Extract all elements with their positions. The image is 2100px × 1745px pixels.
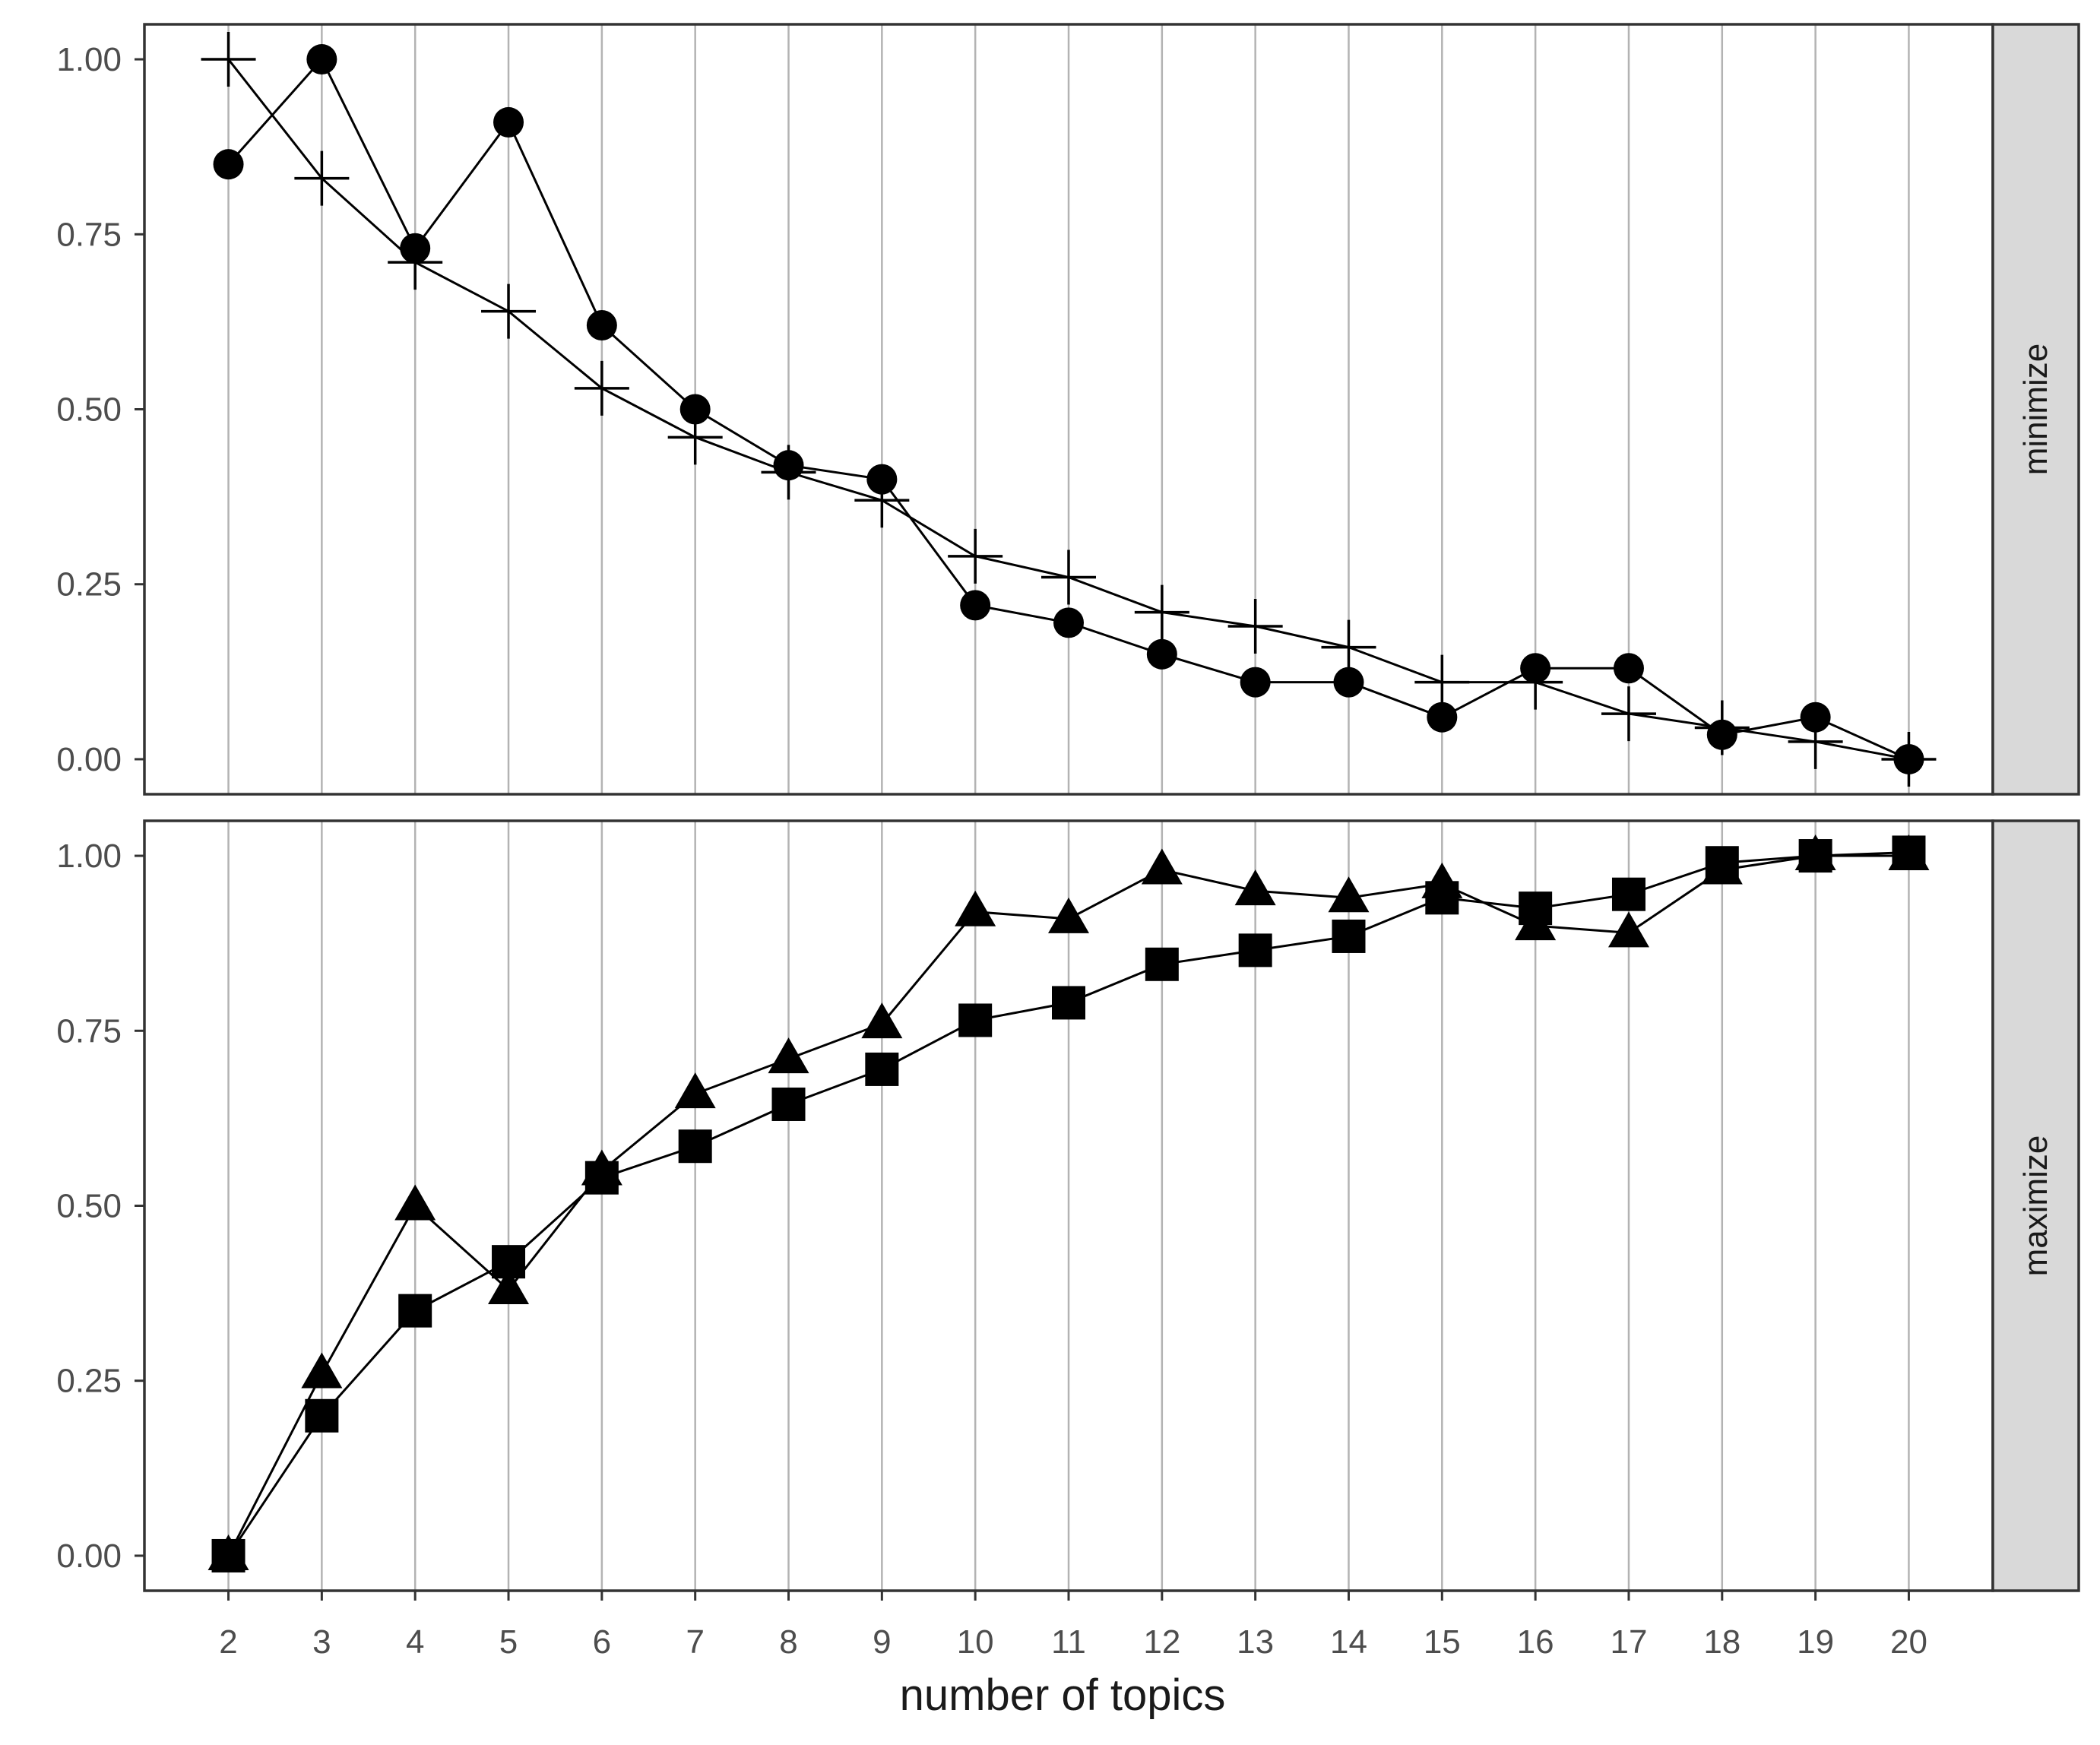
data-point-square <box>865 1052 899 1086</box>
x-tick-label: 15 <box>1424 1623 1461 1661</box>
data-point-circle <box>586 309 617 340</box>
data-point-plus <box>201 32 256 87</box>
x-tick-label: 5 <box>499 1623 518 1661</box>
y-tick-label: 0.75 <box>56 1012 122 1050</box>
data-point-plus <box>1321 619 1376 675</box>
x-tick-label: 13 <box>1237 1623 1274 1661</box>
data-point-triangle <box>1048 897 1089 933</box>
data-point-plus <box>854 473 910 528</box>
x-tick-label: 2 <box>219 1623 237 1661</box>
x-axis-title: number of topics <box>900 1671 1226 1720</box>
x-tick-label: 14 <box>1330 1623 1367 1661</box>
data-point-square <box>1519 892 1553 926</box>
data-point-plus <box>761 445 816 500</box>
data-point-circle <box>493 106 524 138</box>
y-tick-label: 0.25 <box>56 1363 122 1400</box>
data-point-plus <box>1881 731 1937 787</box>
x-tick-label: 4 <box>406 1623 424 1661</box>
data-point-triangle <box>1328 876 1370 913</box>
x-tick-label: 17 <box>1610 1623 1647 1661</box>
data-point-circle <box>1427 701 1458 733</box>
data-point-circle <box>1613 653 1644 684</box>
data-point-square <box>1705 846 1739 880</box>
x-tick-label: 12 <box>1143 1623 1180 1661</box>
y-tick-label: 0.00 <box>56 1538 122 1575</box>
data-point-square <box>678 1129 712 1164</box>
y-tick-label: 0.50 <box>56 391 122 429</box>
x-tick-label: 6 <box>593 1623 611 1661</box>
data-point-circle <box>306 44 337 75</box>
x-tick-label: 18 <box>1703 1623 1740 1661</box>
x-tick-label: 20 <box>1890 1623 1927 1661</box>
data-point-plus <box>1041 549 1096 605</box>
data-point-triangle <box>674 1072 716 1109</box>
data-point-circle <box>213 149 244 180</box>
data-point-plus <box>1414 654 1470 710</box>
data-point-triangle <box>955 890 996 926</box>
data-point-square <box>958 1003 993 1037</box>
data-point-plus <box>1508 654 1563 710</box>
data-point-triangle <box>1141 848 1183 885</box>
data-point-plus <box>1227 598 1283 654</box>
data-point-square <box>305 1398 339 1433</box>
data-point-plus <box>1788 714 1843 769</box>
y-tick-label: 1.00 <box>56 41 122 78</box>
data-point-triangle <box>488 1268 530 1305</box>
data-point-circle <box>1146 638 1177 670</box>
x-tick-label: 16 <box>1517 1623 1554 1661</box>
data-point-circle <box>1053 607 1084 638</box>
data-point-triangle <box>768 1037 809 1074</box>
x-tick-label: 19 <box>1797 1623 1834 1661</box>
y-tick-label: 1.00 <box>56 838 122 875</box>
data-point-square <box>1145 947 1179 981</box>
facet-strip-label: minimize <box>2017 344 2054 476</box>
data-point-square <box>1425 881 1459 915</box>
data-point-plus <box>1694 700 1750 755</box>
data-point-plus <box>1601 686 1656 742</box>
data-point-square <box>1238 933 1272 968</box>
y-tick-label: 0.25 <box>56 566 122 603</box>
data-point-square <box>492 1245 526 1279</box>
data-point-circle <box>679 394 711 425</box>
facet-strip <box>1991 819 2080 1592</box>
x-tick-label: 8 <box>779 1623 797 1661</box>
data-point-triangle <box>861 1002 903 1039</box>
facet-strip <box>1991 23 2080 796</box>
y-tick-label: 0.00 <box>56 741 122 778</box>
data-point-plus <box>574 360 629 416</box>
data-point-circle <box>1240 667 1271 698</box>
data-point-plus <box>1134 584 1189 640</box>
facet-strip-label: maximize <box>2017 1135 2054 1277</box>
data-point-square <box>771 1087 806 1121</box>
data-point-square <box>1052 986 1085 1020</box>
data-point-plus <box>948 528 1003 584</box>
data-point-square <box>211 1538 245 1572</box>
data-point-square <box>1332 919 1366 953</box>
y-tick-label: 0.50 <box>56 1188 122 1225</box>
data-point-square <box>1892 835 1926 869</box>
data-point-triangle <box>394 1184 436 1221</box>
data-point-circle <box>1333 667 1364 698</box>
data-point-circle <box>960 590 991 621</box>
data-point-plus <box>667 410 723 465</box>
data-point-square <box>584 1161 619 1195</box>
data-point-square <box>1798 839 1832 873</box>
x-tick-label: 11 <box>1051 1623 1086 1661</box>
data-point-plus <box>294 150 350 206</box>
y-tick-label: 0.75 <box>56 216 122 253</box>
x-tick-label: 7 <box>686 1623 704 1661</box>
data-point-triangle <box>1607 911 1649 948</box>
data-point-plus <box>388 235 443 290</box>
data-point-triangle <box>301 1352 343 1389</box>
data-point-square <box>398 1294 432 1328</box>
data-point-square <box>1611 877 1645 911</box>
data-point-triangle <box>1234 869 1276 906</box>
x-tick-label: 3 <box>312 1623 331 1661</box>
data-point-plus <box>481 283 537 339</box>
x-tick-label: 10 <box>957 1623 994 1661</box>
x-tick-label: 9 <box>873 1623 891 1661</box>
